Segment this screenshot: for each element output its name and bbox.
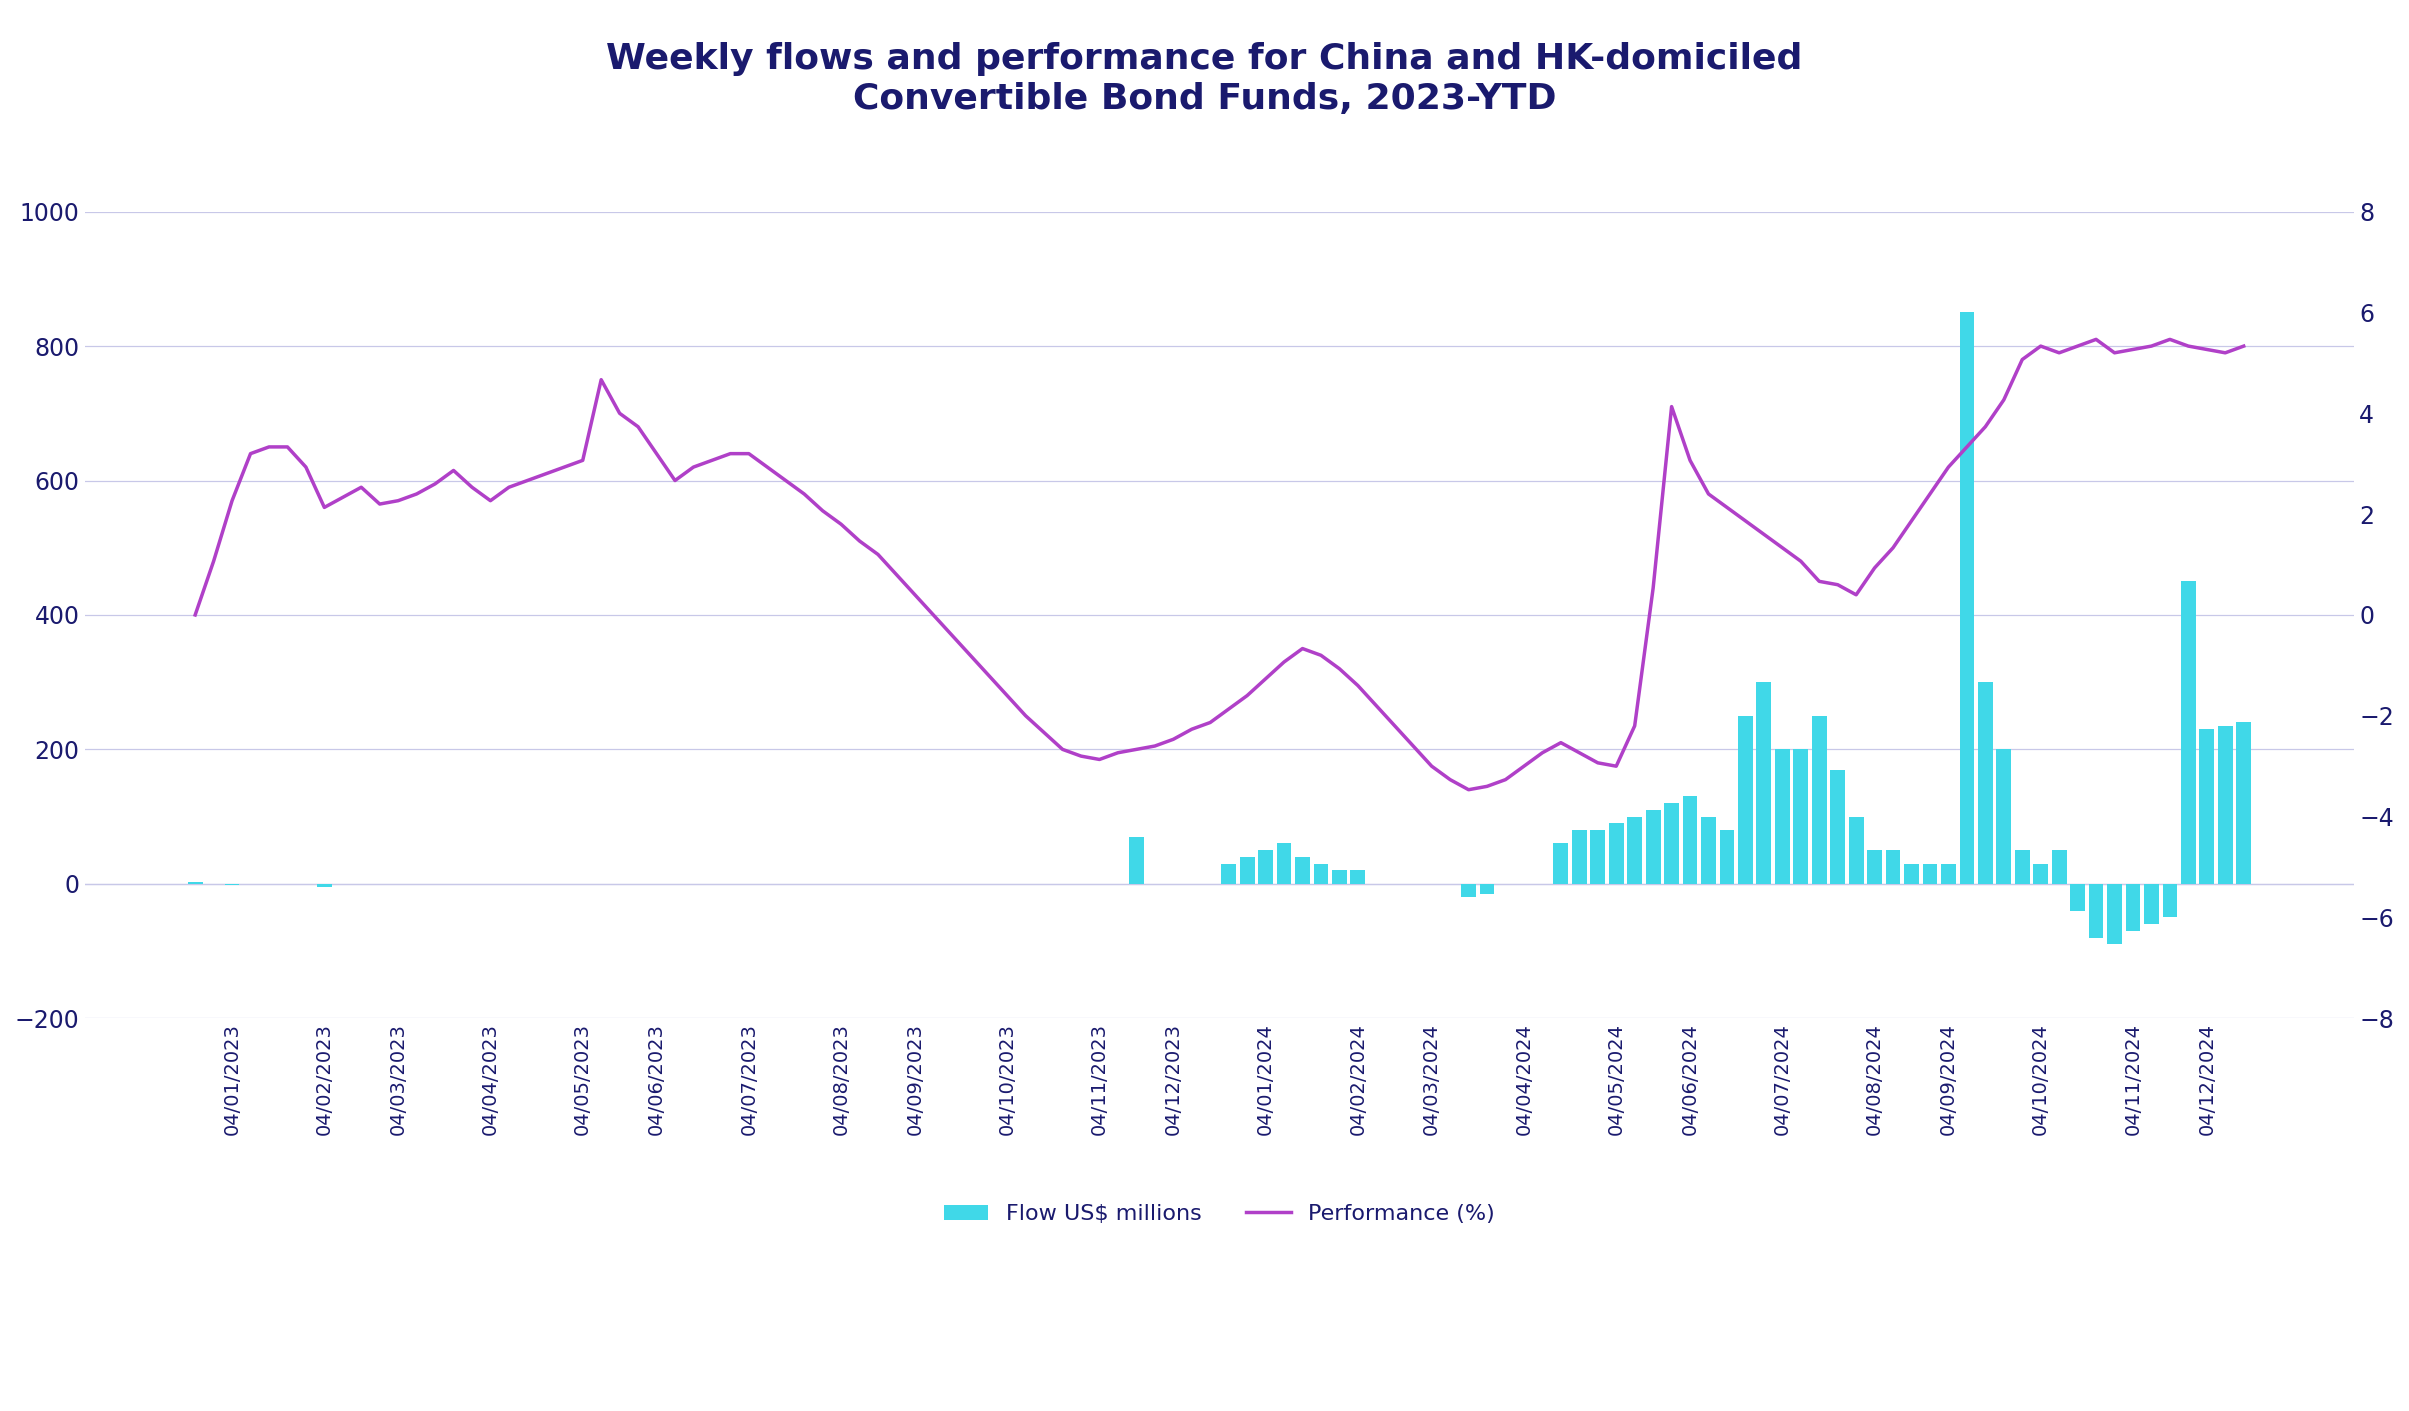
Bar (1645, 810, 1660, 883)
Bar (1903, 864, 1920, 883)
Bar (1831, 769, 1845, 883)
Bar (1867, 851, 1881, 883)
Bar (1886, 851, 1901, 883)
Bar (1665, 803, 1679, 883)
Bar (2219, 725, 2233, 883)
Bar (2180, 581, 2195, 883)
Bar (2125, 883, 2139, 931)
Bar (1812, 715, 1826, 883)
Bar (1756, 682, 1771, 883)
Bar (1241, 856, 1255, 883)
Bar (1978, 682, 1992, 883)
Bar (1737, 715, 1754, 883)
Bar (1720, 830, 1734, 883)
Legend: Flow US$ millions, Performance (%): Flow US$ millions, Performance (%) (935, 1195, 1503, 1233)
Bar (1848, 817, 1865, 883)
Bar (2014, 851, 2031, 883)
Bar (318, 883, 332, 888)
Bar (1792, 749, 1809, 883)
Bar (2236, 722, 2250, 883)
Bar (1130, 837, 1144, 883)
Bar (2108, 883, 2122, 944)
Bar (1997, 749, 2012, 883)
Text: Weekly flows and performance for China and HK-domiciled
Convertible Bond Funds, : Weekly flows and performance for China a… (607, 42, 1802, 116)
Bar (1922, 864, 1937, 883)
Bar (1257, 851, 1272, 883)
Bar (1313, 864, 1327, 883)
Bar (1573, 830, 1588, 883)
Bar (1628, 817, 1643, 883)
Bar (2069, 883, 2086, 910)
Bar (2163, 883, 2178, 917)
Bar (1609, 824, 1624, 883)
Bar (1701, 817, 1715, 883)
Bar (1332, 871, 1347, 883)
Bar (1479, 883, 1494, 895)
Bar (1277, 844, 1291, 883)
Bar (1942, 864, 1956, 883)
Bar (1221, 864, 1236, 883)
Bar (2052, 851, 2067, 883)
Bar (1296, 856, 1310, 883)
Bar (2089, 883, 2103, 937)
Bar (2144, 883, 2158, 924)
Bar (2199, 729, 2214, 883)
Bar (1681, 796, 1698, 883)
Bar (1351, 871, 1366, 883)
Bar (2033, 864, 2048, 883)
Bar (1959, 312, 1975, 883)
Bar (1462, 883, 1477, 897)
Bar (1775, 749, 1790, 883)
Bar (1554, 844, 1568, 883)
Bar (1590, 830, 1604, 883)
